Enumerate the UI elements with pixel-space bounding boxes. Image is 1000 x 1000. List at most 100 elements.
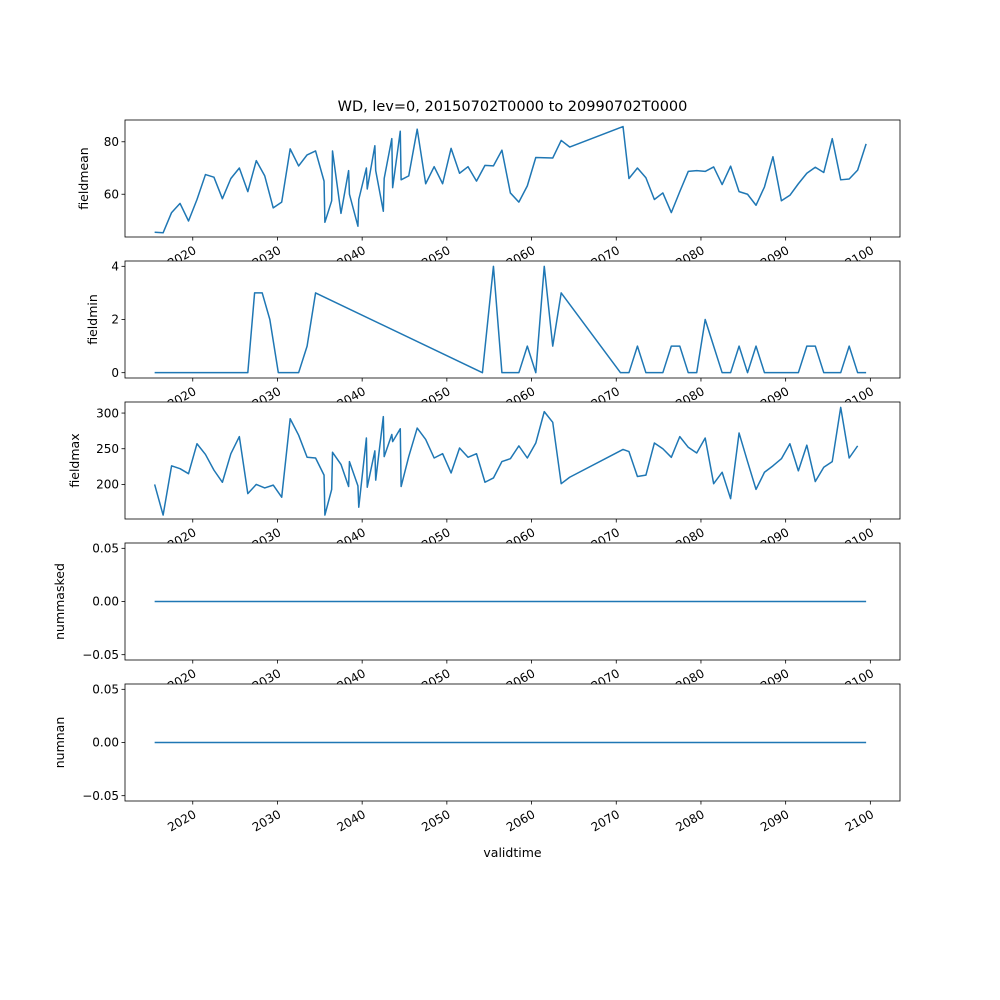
- data-point: [400, 428, 401, 429]
- data-point: [840, 407, 841, 408]
- data-point: [278, 372, 279, 373]
- data-point: [298, 165, 299, 166]
- data-point: [401, 486, 402, 487]
- data-point: [417, 129, 418, 130]
- y-tick-label: 0.05: [92, 683, 119, 697]
- data-point: [358, 199, 359, 200]
- data-point: [628, 451, 629, 452]
- data-point: [561, 483, 562, 484]
- data-point: [392, 187, 393, 188]
- axes-frame: [124, 401, 901, 520]
- data-point: [188, 473, 189, 474]
- data-point: [205, 454, 206, 455]
- data-point: [442, 453, 443, 454]
- data-point: [527, 345, 528, 346]
- chart-title: WD, lev=0, 20150702T0000 to 20990702T000…: [338, 99, 688, 115]
- data-point: [196, 199, 197, 200]
- data-point: [401, 179, 402, 180]
- data-point: [755, 205, 756, 206]
- data-point: [552, 157, 553, 158]
- data-point: [832, 372, 833, 373]
- data-point: [459, 173, 460, 174]
- data-point: [434, 166, 435, 167]
- data-point: [722, 472, 723, 473]
- data-point: [688, 447, 689, 448]
- axes-background: [125, 402, 900, 519]
- data-point: [849, 457, 850, 458]
- data-point: [789, 443, 790, 444]
- data-point: [832, 138, 833, 139]
- data-point: [544, 411, 545, 412]
- data-point: [315, 457, 316, 458]
- data-point: [383, 211, 384, 212]
- data-point: [637, 167, 638, 168]
- data-point: [256, 484, 257, 485]
- data-point: [408, 175, 409, 176]
- data-point: [662, 192, 663, 193]
- data-point: [671, 457, 672, 458]
- data-point: [196, 443, 197, 444]
- data-point: [391, 138, 392, 139]
- data-point: [324, 222, 325, 223]
- data-point: [561, 140, 562, 141]
- y-tick-label: 250: [96, 442, 119, 456]
- data-point: [705, 437, 706, 438]
- data-point: [367, 188, 368, 189]
- data-point: [561, 292, 562, 293]
- y-tick-label: 60: [104, 187, 119, 201]
- data-point: [331, 200, 332, 201]
- data-point: [688, 372, 689, 373]
- data-point: [290, 418, 291, 419]
- data-point: [772, 465, 773, 466]
- data-point: [467, 166, 468, 167]
- data-point: [357, 226, 358, 227]
- data-point: [713, 166, 714, 167]
- data-point: [425, 183, 426, 184]
- data-point: [290, 148, 291, 149]
- data-point: [188, 220, 189, 221]
- data-point: [264, 175, 265, 176]
- y-axis-label: nummasked: [52, 563, 67, 640]
- data-point: [307, 345, 308, 346]
- data-point: [315, 292, 316, 293]
- data-point: [366, 167, 367, 168]
- data-point: [628, 372, 629, 373]
- data-point: [815, 345, 816, 346]
- data-point: [798, 372, 799, 373]
- data-point: [510, 458, 511, 459]
- data-point: [467, 457, 468, 458]
- data-point: [654, 442, 655, 443]
- data-point: [230, 453, 231, 454]
- data-point: [671, 345, 672, 346]
- data-point: [383, 416, 384, 417]
- data-point: [315, 150, 316, 151]
- data-point: [569, 146, 570, 147]
- data-point: [179, 203, 180, 204]
- data-point: [840, 372, 841, 373]
- data-point: [679, 345, 680, 346]
- data-point: [789, 195, 790, 196]
- data-point: [679, 436, 680, 437]
- data-point: [527, 457, 528, 458]
- y-tick-label: 2: [111, 313, 119, 327]
- data-point: [832, 461, 833, 462]
- data-point: [163, 232, 164, 233]
- data-point: [772, 372, 773, 373]
- data-point: [535, 372, 536, 373]
- data-point: [730, 498, 731, 499]
- data-point: [400, 131, 401, 132]
- y-tick-label: 4: [111, 260, 119, 274]
- data-point: [738, 191, 739, 192]
- data-point: [254, 292, 255, 293]
- data-point: [645, 372, 646, 373]
- data-point: [628, 178, 629, 179]
- data-point: [230, 178, 231, 179]
- data-point: [247, 191, 248, 192]
- data-point: [154, 601, 155, 602]
- data-point: [348, 170, 349, 171]
- data-point: [849, 345, 850, 346]
- data-point: [722, 372, 723, 373]
- y-tick-label: 80: [104, 135, 119, 149]
